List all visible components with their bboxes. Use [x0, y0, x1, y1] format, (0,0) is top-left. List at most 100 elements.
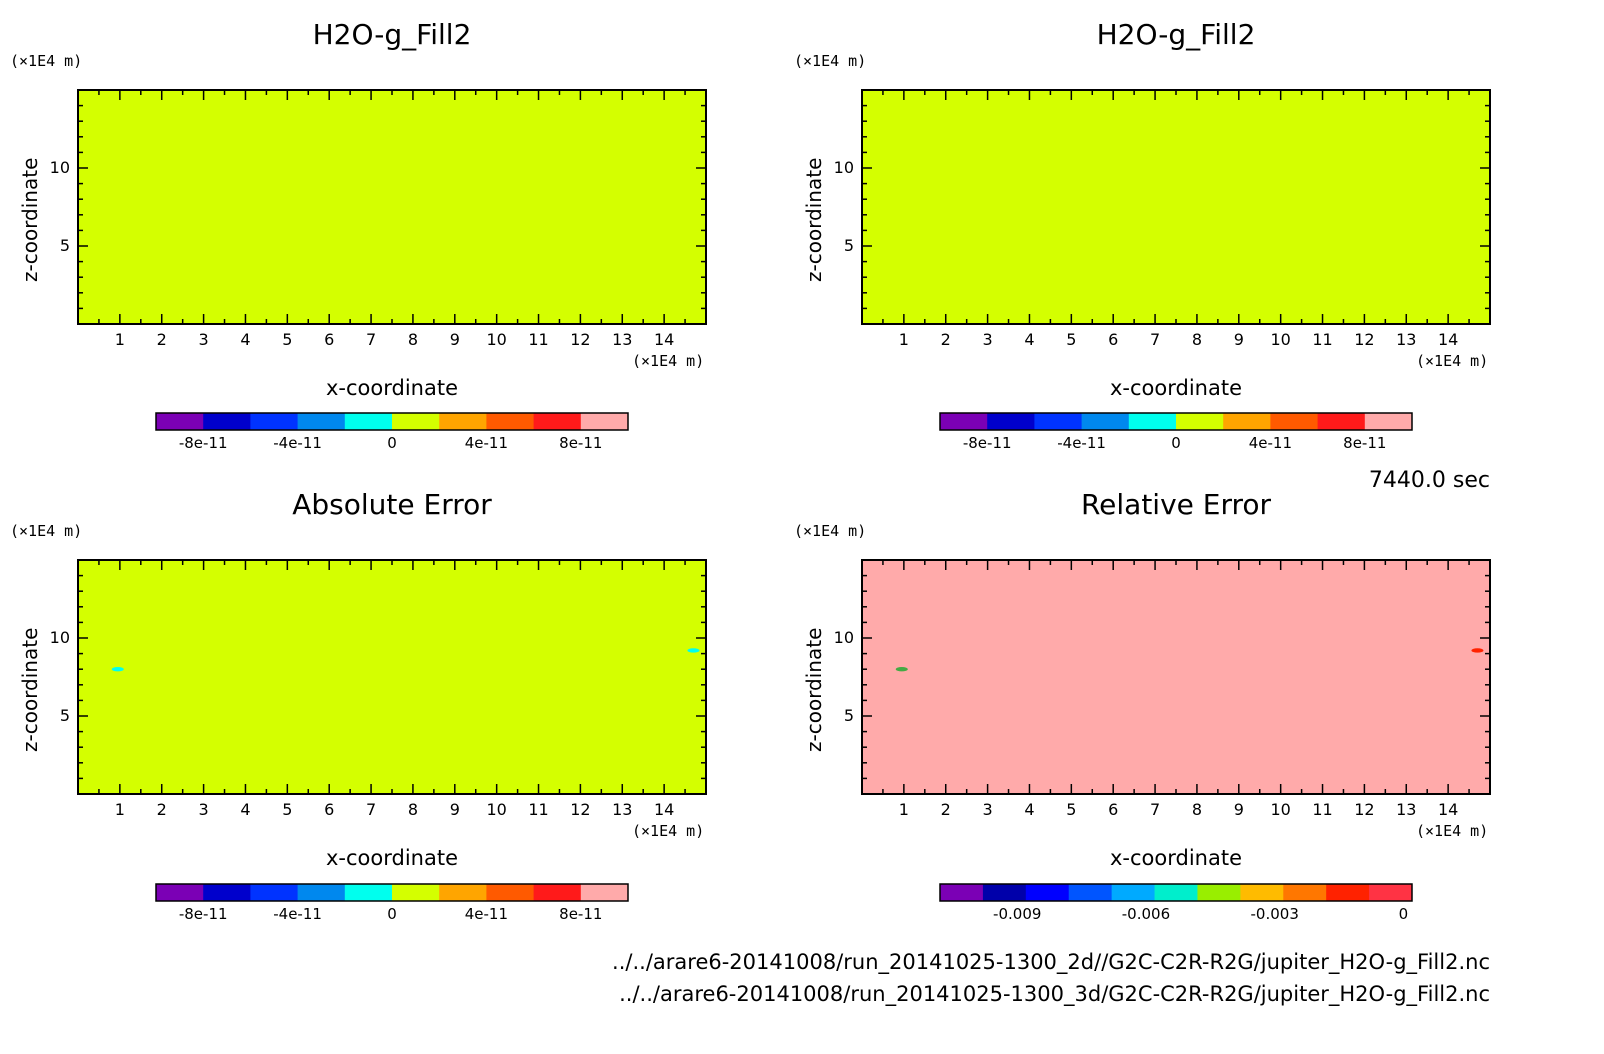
- x-tick-label: 14: [653, 330, 675, 349]
- colorbar-tick-label: 8e-11: [559, 434, 603, 452]
- colorbar-swatch-6: [439, 413, 487, 430]
- colorbar-tick-label: -4e-11: [273, 905, 322, 923]
- colorbar-frame: [155, 883, 629, 902]
- colorbar-swatch-9: [580, 884, 629, 901]
- colorbar-swatch-5: [1154, 884, 1198, 901]
- x-tick-label: 8: [1191, 800, 1203, 819]
- x-tick-label: 12: [570, 330, 591, 349]
- colorbar-tick-label: -8e-11: [962, 434, 1012, 452]
- field-fill: [862, 90, 1490, 324]
- colorbar-swatch-0: [940, 413, 988, 430]
- colorbar-swatch-3: [297, 884, 346, 901]
- x-tick-label: 1: [114, 330, 125, 349]
- x-tick-label: 6: [1108, 800, 1119, 819]
- y-tick-label: 5: [843, 706, 854, 725]
- field-fill: [78, 560, 706, 794]
- x-tick-label: 11: [528, 330, 549, 349]
- x-tick-label: 8: [1191, 330, 1203, 349]
- colorbar-swatch-4: [344, 884, 393, 901]
- file-path-3d: ../../arare6-20141008/run_20141025-1300_…: [619, 982, 1490, 1006]
- x-tick-label: 5: [282, 800, 293, 819]
- x-tick-label: 10: [1270, 800, 1291, 819]
- x-tick-label: 8: [407, 800, 419, 819]
- colorbar-swatch-3: [1081, 413, 1130, 430]
- colorbar-swatch-5: [392, 413, 440, 430]
- x-axis-title: x-coordinate: [325, 846, 459, 870]
- x-tick-label: 6: [324, 800, 335, 819]
- colorbar-swatch-8: [1283, 884, 1327, 901]
- x-tick-label: 14: [1437, 800, 1459, 819]
- colorbar-swatch-2: [250, 413, 299, 430]
- file-path-2d: ../../arare6-20141008/run_20141025-1300_…: [612, 950, 1490, 974]
- x-tick-label: 14: [1437, 330, 1459, 349]
- x-tick-label: 7: [1149, 330, 1161, 349]
- x-tick-label: 4: [240, 800, 251, 819]
- x-tick-label: 14: [653, 800, 675, 819]
- y-tick-label: 5: [59, 706, 70, 725]
- panel-title: H2O-g_Fill2: [312, 18, 472, 51]
- time-label: 7440.0 sec: [1368, 468, 1490, 493]
- colorbar-tick-label: -4e-11: [273, 434, 322, 452]
- x-tick-label: 10: [486, 330, 507, 349]
- y-unit-label: (×1E4 m): [10, 522, 83, 540]
- x-tick-label: 1: [898, 800, 909, 819]
- x-tick-label: 4: [240, 330, 251, 349]
- x-tick-label: 5: [1066, 330, 1077, 349]
- colorbar-tick-label: -8e-11: [178, 434, 228, 452]
- x-tick-label: 6: [324, 330, 335, 349]
- colorbar-swatch-9: [1326, 884, 1370, 901]
- y-tick-label: 10: [49, 158, 70, 177]
- colorbar-swatch-7: [486, 884, 535, 901]
- x-tick-label: 9: [1233, 800, 1244, 819]
- colorbar-frame: [939, 883, 1413, 902]
- x-tick-label: 1: [898, 330, 909, 349]
- feature-blob-1: [1471, 648, 1484, 653]
- colorbar-tick-label: 8e-11: [1343, 434, 1387, 452]
- x-tick-label: 10: [486, 800, 507, 819]
- colorbar-frame: [939, 412, 1413, 431]
- colorbar-swatch-4: [1111, 884, 1156, 901]
- field-fill: [862, 560, 1490, 794]
- x-tick-label: 13: [1396, 800, 1417, 819]
- colorbar-tick-label: 4e-11: [464, 434, 509, 452]
- colorbar-tick-label: -0.009: [993, 905, 1042, 923]
- y-tick-label: 10: [49, 628, 70, 647]
- feature-blob-0: [895, 667, 908, 672]
- x-tick-label: 8: [407, 330, 419, 349]
- x-tick-label: 12: [1354, 330, 1375, 349]
- x-tick-label: 9: [449, 800, 460, 819]
- y-unit-label: (×1E4 m): [10, 52, 83, 70]
- colorbar-frame: [155, 412, 629, 431]
- colorbar-tick-label: -8e-11: [178, 905, 228, 923]
- colorbar-swatch-0: [940, 884, 984, 901]
- colorbar-swatch-5: [392, 884, 440, 901]
- colorbar-tick-label: 0: [1171, 434, 1181, 452]
- colorbar-swatch-4: [1128, 413, 1177, 430]
- colorbar-tick-label: 4e-11: [464, 905, 509, 923]
- y-unit-label: (×1E4 m): [794, 522, 867, 540]
- x-tick-label: 2: [156, 330, 167, 349]
- x-tick-label: 4: [1024, 330, 1035, 349]
- colorbar-swatch-3: [1068, 884, 1113, 901]
- colorbar-swatch-8: [533, 884, 582, 901]
- x-unit-label: (×1E4 m): [1416, 352, 1489, 370]
- x-tick-label: 7: [365, 800, 377, 819]
- colorbar-tick-label: 4e-11: [1248, 434, 1293, 452]
- y-tick-label: 5: [843, 236, 854, 255]
- panel-title: Relative Error: [1080, 488, 1272, 521]
- colorbar-swatch-3: [297, 413, 346, 430]
- colorbar-tick-label: 0: [387, 905, 397, 923]
- x-tick-label: 3: [982, 330, 993, 349]
- x-axis-title: x-coordinate: [325, 376, 459, 400]
- y-axis-title: z-coordinate: [18, 157, 42, 282]
- colorbar-swatch-1: [982, 884, 1027, 901]
- x-tick-label: 2: [156, 800, 167, 819]
- colorbar-tick-label: -4e-11: [1057, 434, 1106, 452]
- colorbar-swatch-1: [987, 413, 1035, 430]
- colorbar-swatch-8: [1317, 413, 1366, 430]
- colorbar-swatch-4: [344, 413, 393, 430]
- x-tick-label: 3: [198, 330, 209, 349]
- colorbar-swatch-2: [250, 884, 299, 901]
- colorbar-swatch-2: [1025, 884, 1070, 901]
- colorbar-swatch-6: [439, 884, 487, 901]
